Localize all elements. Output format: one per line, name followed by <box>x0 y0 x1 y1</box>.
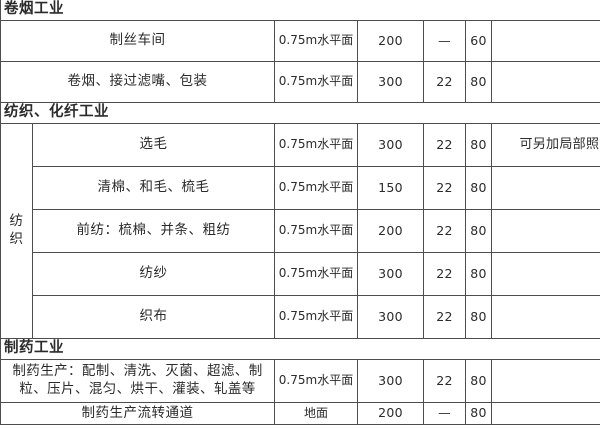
row-illuminance: 300 <box>357 252 424 296</box>
row-ra: 80 <box>465 295 492 339</box>
row-ugr: — <box>423 402 466 425</box>
section-header-cigarette: 卷烟工业 <box>0 0 600 21</box>
row-name: 选毛 <box>32 123 275 167</box>
row-illuminance: 150 <box>357 166 424 210</box>
row-ugr: 22 <box>423 209 466 253</box>
row-ugr: — <box>423 20 466 62</box>
row-name: 纺纱 <box>32 252 275 296</box>
row-ra: 80 <box>465 252 492 296</box>
row-ugr: 22 <box>423 359 466 403</box>
row-name: 织布 <box>32 295 275 339</box>
table-row: 前纺：梳棉、并条、粗纺 0.75m水平面 200 22 80 <box>1 209 600 253</box>
row-ra: 80 <box>465 402 492 425</box>
row-note <box>490 166 600 210</box>
table-row: 织布 0.75m水平面 300 22 80 <box>1 295 600 339</box>
row-ugr: 22 <box>423 123 466 167</box>
row-reference-plane: 0.75m水平面 <box>274 359 358 403</box>
table-row: 纺织 选毛 0.75m水平面 300 22 80 可另加局部照明 <box>0 123 600 339</box>
table-row: 制药生产：配制、清洗、灭菌、超滤、制粒、压片、混匀、烘干、灌装、轧盖等 0.75… <box>0 359 600 403</box>
row-illuminance: 200 <box>357 402 424 425</box>
section-title: 纺织、化纤工业 <box>0 102 600 124</box>
row-illuminance: 300 <box>357 295 424 339</box>
section-title: 制药工业 <box>0 338 600 360</box>
row-ra: 80 <box>465 123 492 167</box>
section-title: 卷烟工业 <box>0 0 600 21</box>
row-ra: 80 <box>465 61 492 103</box>
row-ugr: 22 <box>423 166 466 210</box>
table-row: 制药生产流转通道 地面 200 — 80 <box>0 402 600 425</box>
row-reference-plane: 0.75m水平面 <box>274 61 358 103</box>
row-ra: 80 <box>465 359 492 403</box>
row-ugr: 22 <box>423 61 466 103</box>
row-name: 制丝车间 <box>0 20 275 62</box>
row-name: 清棉、和毛、梳毛 <box>32 166 275 210</box>
section-header-textile: 纺织、化纤工业 <box>0 102 600 124</box>
row-reference-plane: 0.75m水平面 <box>274 166 358 210</box>
row-illuminance: 300 <box>357 123 424 167</box>
row-name: 前纺：梳棉、并条、粗纺 <box>32 209 275 253</box>
row-ugr: 22 <box>423 295 466 339</box>
row-ugr: 22 <box>423 252 466 296</box>
section-header-pharma: 制药工业 <box>0 338 600 360</box>
row-reference-plane: 0.75m水平面 <box>274 20 358 62</box>
row-reference-plane: 0.75m水平面 <box>274 252 358 296</box>
table-row: 清棉、和毛、梳毛 0.75m水平面 150 22 80 <box>1 166 600 210</box>
row-note <box>490 20 600 62</box>
row-note: 可另加局部照明 <box>490 123 600 167</box>
row-ra: 60 <box>465 20 492 62</box>
table-row: 纺纱 0.75m水平面 300 22 80 <box>1 252 600 296</box>
row-note <box>490 209 600 253</box>
row-illuminance: 300 <box>357 61 424 103</box>
row-note <box>490 359 600 403</box>
row-group-label: 纺织 <box>0 123 33 339</box>
row-note <box>490 295 600 339</box>
table-row: 制丝车间 0.75m水平面 200 — 60 <box>0 20 600 62</box>
row-note <box>490 61 600 103</box>
table-row: 卷烟、接过滤嘴、包装 0.75m水平面 300 22 80 <box>0 61 600 103</box>
row-reference-plane: 0.75m水平面 <box>274 295 358 339</box>
row-reference-plane: 0.75m水平面 <box>274 209 358 253</box>
row-ra: 80 <box>465 166 492 210</box>
row-illuminance: 200 <box>357 209 424 253</box>
row-reference-plane: 地面 <box>274 402 358 425</box>
row-name: 卷烟、接过滤嘴、包装 <box>0 61 275 103</box>
row-note <box>490 402 600 425</box>
row-reference-plane: 0.75m水平面 <box>274 123 358 167</box>
row-note <box>490 252 600 296</box>
row-illuminance: 300 <box>357 359 424 403</box>
row-illuminance: 200 <box>357 20 424 62</box>
row-name: 制药生产流转通道 <box>0 402 275 425</box>
row-ra: 80 <box>465 209 492 253</box>
row-name: 制药生产：配制、清洗、灭菌、超滤、制粒、压片、混匀、烘干、灌装、轧盖等 <box>0 359 275 403</box>
